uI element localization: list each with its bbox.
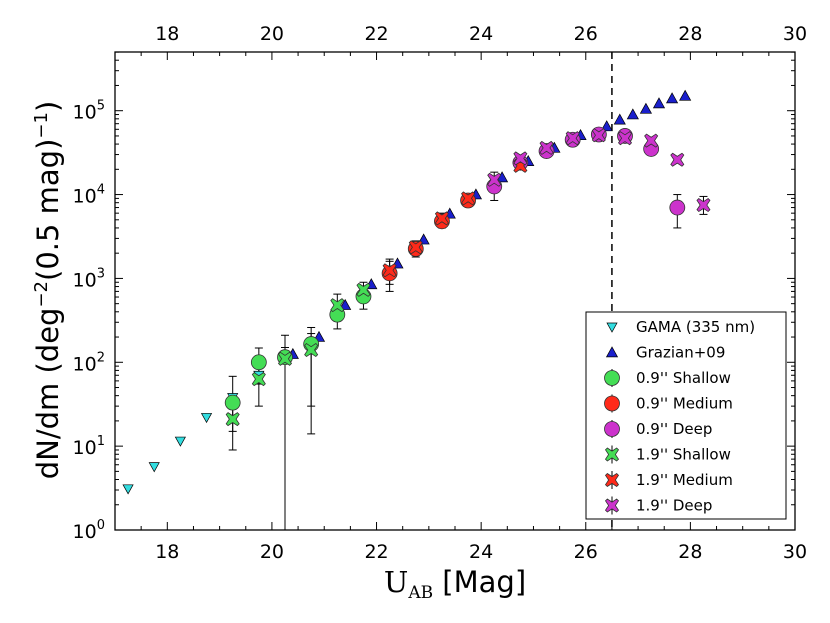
- data-point-1-9-medium: [461, 191, 476, 206]
- legend-marker-1-9-medium: [604, 472, 620, 488]
- tick-layer: 18 18 20 20 22 22 24 24 26 26 28 28 30 30 100 101 102 103…: [73, 23, 808, 563]
- y-tick-label: 102: [73, 350, 105, 375]
- legend-label-1-9-shallow: 1.9'' Shallow: [636, 446, 731, 464]
- data-point-1-9-deep: [565, 131, 580, 146]
- x-tick-label-top: 26: [574, 23, 598, 45]
- data-point-0-9-deep: [669, 199, 686, 216]
- data-point-gama-335-nm: [200, 413, 213, 424]
- data-point-grazian-09: [665, 92, 679, 104]
- legend-label-gama-335-nm: GAMA (335 nm): [636, 318, 755, 336]
- x-tick-label-bottom: 20: [260, 541, 284, 563]
- x-tick-label-top: 20: [260, 23, 284, 45]
- x-tick-label-bottom: 22: [364, 541, 388, 563]
- x-tick-label-top: 22: [364, 23, 388, 45]
- legend-label-grazian-09: Grazian+09: [636, 344, 725, 362]
- data-point-1-9-medium: [382, 263, 397, 278]
- x-tick-label-top: 30: [783, 23, 807, 45]
- x-tick-label-bottom: 30: [783, 541, 807, 563]
- legend-label-0-9-medium: 0.9'' Medium: [636, 395, 733, 413]
- data-point-1-9-deep: [539, 140, 554, 155]
- data-point-0-9-shallow: [250, 354, 267, 371]
- legend-marker-0-9-deep: [604, 421, 620, 437]
- data-point-gama-335-nm: [174, 436, 186, 447]
- legend-marker-1-9-deep: [604, 498, 620, 513]
- data-point-grazian-09: [626, 108, 639, 120]
- x-tick-label-top: 24: [469, 23, 493, 45]
- legend-label-1-9-deep: 1.9'' Deep: [636, 497, 712, 515]
- x-tick-label-bottom: 28: [678, 541, 702, 563]
- x-tick-label-bottom: 18: [155, 541, 179, 563]
- data-point-grazian-09: [613, 113, 626, 125]
- data-point-1-9-deep: [513, 151, 528, 166]
- data-point-grazian-09: [600, 120, 613, 132]
- data-point-1-9-shallow: [251, 372, 266, 387]
- legend-label-1-9-medium: 1.9'' Medium: [636, 471, 733, 489]
- y-axis-label: dN/dm (deg−2(0.5 mag)−1): [31, 101, 65, 480]
- data-point-1-9-shallow: [304, 343, 319, 358]
- x-tick-label-top: 18: [155, 23, 179, 45]
- data-point-1-9-deep: [617, 131, 633, 146]
- data-point-1-9-deep: [487, 172, 502, 187]
- x-axis-label: UAB [Mag]: [384, 565, 526, 603]
- data-point-gama-335-nm: [148, 462, 160, 473]
- legend-marker-grazian-09: [605, 346, 619, 358]
- data-point-1-9-shallow: [356, 282, 371, 297]
- data-point-grazian-09: [652, 97, 666, 109]
- data-point-1-9-deep: [644, 133, 659, 148]
- x-tick-label-bottom: 24: [469, 541, 493, 563]
- data-point-1-9-medium: [434, 211, 449, 226]
- data-point-gama-335-nm: [122, 484, 134, 495]
- data-layer: [122, 52, 711, 530]
- y-tick-label: 104: [73, 183, 105, 208]
- data-point-1-9-medium: [408, 240, 423, 255]
- x-tick-label-bottom: 26: [574, 541, 598, 563]
- legend-box: [585, 311, 787, 520]
- data-point-0-9-shallow: [224, 394, 241, 411]
- y-tick-label: 103: [73, 266, 105, 291]
- data-point-1-9-shallow: [277, 351, 293, 366]
- data-point-grazian-09: [639, 102, 653, 114]
- y-tick-label: 100: [73, 518, 105, 543]
- y-tick-label: 105: [73, 99, 105, 124]
- legend-marker-0-9-shallow: [604, 370, 620, 386]
- x-tick-label-top: 28: [678, 23, 702, 45]
- data-point-1-9-shallow: [225, 412, 240, 427]
- legend-label-0-9-shallow: 0.9'' Shallow: [636, 369, 731, 387]
- legend-entries: GAMA (335 nm) Grazian+09 0.9'' Shallow 0.9'…: [604, 318, 755, 515]
- legend: GAMA (335 nm) Grazian+09 0.9'' Shallow 0.9'…: [585, 311, 787, 520]
- legend-marker-gama-335-nm: [606, 322, 618, 333]
- y-tick-label: 101: [73, 434, 105, 459]
- legend-marker-1-9-shallow: [604, 447, 620, 462]
- data-point-1-9-shallow: [330, 298, 345, 313]
- legend-label-0-9-deep: 0.9'' Deep: [636, 420, 712, 438]
- data-point-1-9-deep: [696, 198, 711, 213]
- data-point-1-9-deep: [591, 128, 606, 143]
- data-point-1-9-deep: [670, 152, 685, 167]
- data-point-grazian-09: [679, 89, 692, 101]
- legend-marker-0-9-medium: [604, 395, 620, 412]
